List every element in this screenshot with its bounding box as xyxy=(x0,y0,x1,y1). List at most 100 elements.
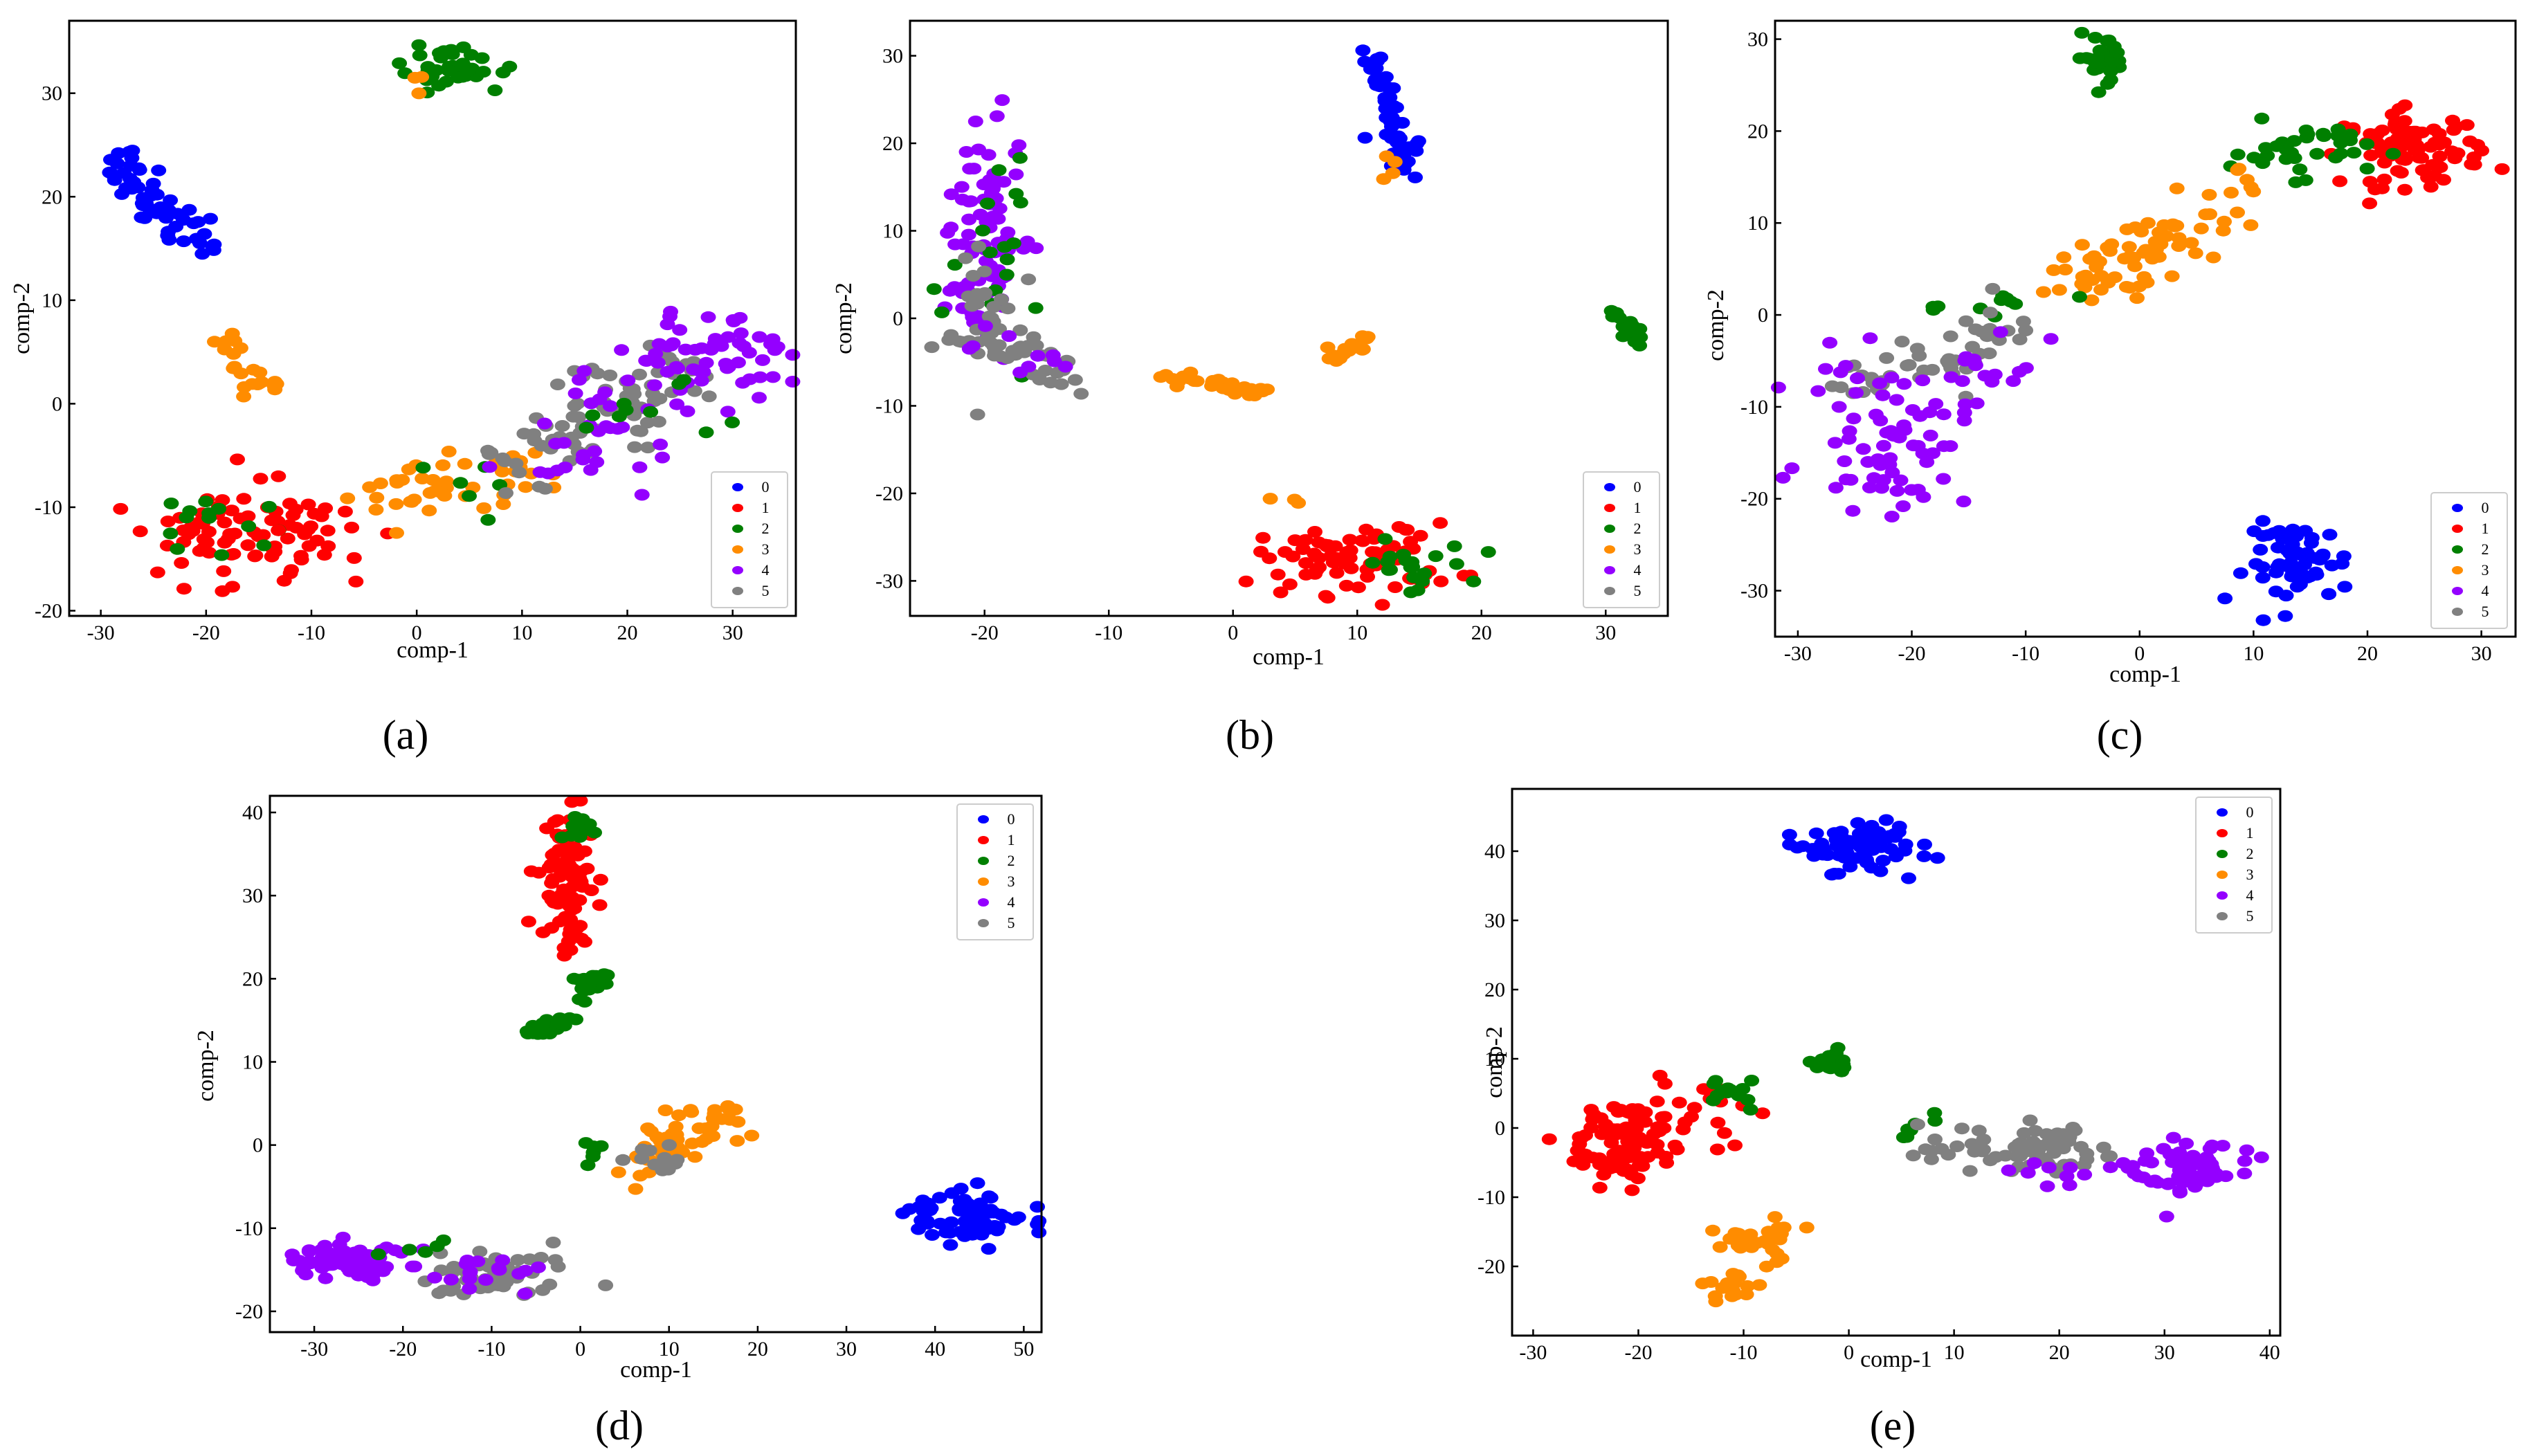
panel-c-ylabel: comp-2 xyxy=(1703,289,1729,361)
point-class-5 xyxy=(1918,1143,1934,1156)
point-class-2 xyxy=(1365,556,1381,569)
point-class-4 xyxy=(1012,366,1028,379)
legend-label-4: 4 xyxy=(2246,886,2254,904)
y-tick-label: 20 xyxy=(882,132,903,155)
point-class-4 xyxy=(961,228,976,241)
point-class-0 xyxy=(1030,1201,1045,1213)
point-class-1 xyxy=(563,913,579,926)
point-class-3 xyxy=(687,1151,703,1163)
point-class-5 xyxy=(1916,364,1931,376)
point-class-1 xyxy=(2363,128,2379,140)
point-class-2 xyxy=(487,84,503,96)
point-class-4 xyxy=(1862,332,1878,345)
point-class-2 xyxy=(438,75,454,88)
point-class-4 xyxy=(1875,389,1891,401)
point-class-4 xyxy=(1987,368,2003,381)
x-tick-label: -30 xyxy=(300,1338,328,1361)
panel-e-ylabel: comp-2 xyxy=(1482,1026,1507,1098)
point-class-4 xyxy=(1837,455,1853,467)
point-class-4 xyxy=(1884,372,1900,384)
point-class-1 xyxy=(348,575,364,588)
point-class-0 xyxy=(168,220,184,233)
point-class-4 xyxy=(2215,1140,2230,1152)
point-class-3 xyxy=(2230,206,2245,219)
point-class-1 xyxy=(1571,1145,1587,1158)
point-class-4 xyxy=(458,1257,474,1270)
y-tick-label: -10 xyxy=(875,394,903,417)
point-class-0 xyxy=(974,1219,990,1231)
point-class-4 xyxy=(669,361,684,373)
point-class-4 xyxy=(720,406,736,418)
point-class-1 xyxy=(1298,557,1313,570)
point-class-5 xyxy=(533,1252,549,1264)
point-class-3 xyxy=(2118,281,2134,293)
point-class-1 xyxy=(1649,1095,1665,1108)
point-class-2 xyxy=(552,1017,567,1030)
point-class-1 xyxy=(2427,136,2443,149)
point-class-1 xyxy=(1273,586,1289,599)
point-class-3 xyxy=(217,343,233,356)
point-class-2 xyxy=(1446,540,1462,552)
point-class-0 xyxy=(2321,588,2337,600)
y-tick-label: 10 xyxy=(242,1050,263,1073)
point-class-0 xyxy=(1392,139,1408,152)
point-class-4 xyxy=(1943,440,1958,453)
point-class-2 xyxy=(1821,1050,1837,1062)
point-class-0 xyxy=(989,1224,1005,1237)
legend-marker-4 xyxy=(978,898,989,907)
legend-marker-3 xyxy=(2217,871,2228,879)
y-tick-label: -10 xyxy=(235,1217,263,1240)
y-tick-label: 0 xyxy=(253,1134,263,1157)
point-class-4 xyxy=(730,356,746,369)
point-class-1 xyxy=(1253,545,1269,558)
point-class-4 xyxy=(741,347,757,359)
point-class-1 xyxy=(568,875,584,888)
point-class-5 xyxy=(633,425,648,437)
point-class-5 xyxy=(483,446,499,459)
point-class-4 xyxy=(2120,1162,2136,1174)
y-tick-label: -10 xyxy=(35,496,62,519)
point-class-1 xyxy=(1640,1151,1656,1163)
point-class-1 xyxy=(316,549,332,561)
x-tick-label: 20 xyxy=(747,1338,768,1361)
point-class-5 xyxy=(1943,330,1958,343)
point-class-5 xyxy=(1965,340,1981,353)
point-class-4 xyxy=(1872,377,1888,390)
point-class-4 xyxy=(2020,1167,2036,1179)
point-class-4 xyxy=(940,226,956,239)
legend-label-3: 3 xyxy=(2246,866,2254,883)
point-class-4 xyxy=(720,331,736,343)
point-class-0 xyxy=(1917,838,1932,850)
point-class-4 xyxy=(1030,349,1046,362)
point-class-3 xyxy=(610,1166,626,1179)
point-class-4 xyxy=(2026,1157,2042,1170)
legend-marker-0 xyxy=(978,815,989,823)
point-class-3 xyxy=(1260,383,1275,396)
point-class-1 xyxy=(1586,1109,1602,1121)
point-class-4 xyxy=(1969,397,1985,410)
point-class-5 xyxy=(632,368,647,381)
point-class-3 xyxy=(2201,189,2217,201)
point-class-2 xyxy=(618,403,634,416)
point-class-4 xyxy=(650,356,666,369)
point-class-4 xyxy=(1822,336,1838,349)
point-class-4 xyxy=(947,238,963,251)
point-class-2 xyxy=(170,543,185,555)
point-class-2 xyxy=(2087,32,2103,44)
x-tick-label: 20 xyxy=(617,621,638,644)
x-tick-label: 10 xyxy=(659,1338,680,1361)
point-class-4 xyxy=(567,388,583,399)
point-class-4 xyxy=(360,1271,376,1284)
point-class-0 xyxy=(1355,44,1371,57)
point-class-1 xyxy=(2362,197,2378,210)
point-class-4 xyxy=(1889,484,1905,497)
point-class-5 xyxy=(994,293,1009,306)
point-class-1 xyxy=(2432,150,2448,163)
legend-label-1: 1 xyxy=(1634,499,1642,516)
point-class-2 xyxy=(975,224,991,237)
point-class-1 xyxy=(535,926,551,938)
panel-a-legend: 0 1 2 3 4 5 xyxy=(711,471,788,608)
point-class-0 xyxy=(1898,838,1913,850)
point-class-1 xyxy=(1287,534,1303,547)
point-class-5 xyxy=(1982,307,1998,319)
